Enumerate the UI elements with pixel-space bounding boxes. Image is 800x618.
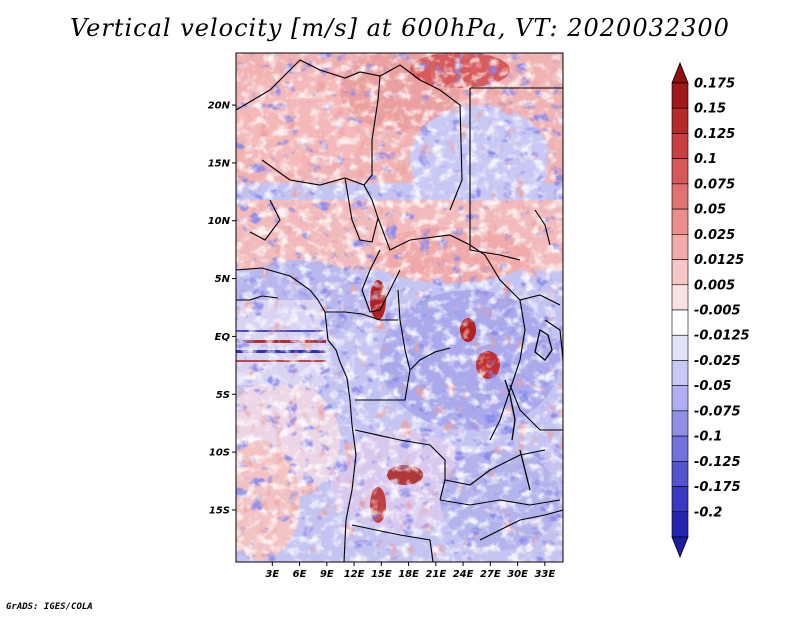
colorbar-swatch <box>671 208 689 235</box>
lat-tick-label: 15S <box>209 505 230 516</box>
colorbar-swatch <box>671 158 689 185</box>
velocity-field <box>236 53 563 562</box>
lat-tick-label: 20N <box>208 101 231 112</box>
lat-tick-label: 5N <box>215 274 231 285</box>
colorbar-swatch <box>671 486 689 513</box>
colorbar-swatch <box>671 511 689 538</box>
lon-tick-label: 9E <box>320 569 334 580</box>
colorbar-swatch <box>671 133 689 159</box>
colorbar-label: -0.0125 <box>694 329 750 344</box>
chart-title: Vertical velocity [m/s] at 600hPa, VT: 2… <box>70 14 730 42</box>
colorbar-swatch <box>671 435 689 462</box>
plot-frame <box>235 52 564 563</box>
colorbar-label: 0.025 <box>694 228 735 243</box>
colorbar-label: -0.125 <box>694 455 741 470</box>
colorbar-label: -0.2 <box>694 505 722 520</box>
lon-tick-label: 6E <box>293 569 307 580</box>
lat-tick-label: 5S <box>216 390 230 401</box>
lat-tick-label: 15N <box>208 158 231 169</box>
colorbar-swatch <box>671 107 689 134</box>
colorbar-label: -0.175 <box>694 480 741 495</box>
colorbar-label: -0.005 <box>694 304 741 319</box>
colorbar-bottom-arrow <box>671 536 689 559</box>
lake-outlines <box>504 328 553 491</box>
colorbar-label: 0.125 <box>694 127 735 142</box>
colorbar-swatch <box>671 82 689 109</box>
lon-tick-label: 12E <box>344 569 365 580</box>
lon-tick-label: 33E <box>534 569 555 580</box>
colorbar-swatch <box>671 234 689 260</box>
latitude-axis: 20N 15N 10N 5N EQ 5S 10S 15S <box>208 101 236 516</box>
colorbar-label: -0.025 <box>694 354 741 369</box>
colorbar-swatch <box>671 309 689 336</box>
colorbar-label: -0.05 <box>694 379 731 394</box>
colorbar-label: -0.1 <box>694 430 722 445</box>
longitude-axis: 3E 6E 9E 12E 15E 18E 21E 24E 27E 30E 33E <box>265 562 555 580</box>
colorbar-top-arrow <box>671 61 689 84</box>
lon-tick-label: 27E <box>480 569 501 580</box>
colorbar-swatch <box>671 410 689 437</box>
colorbar-label: 0.075 <box>694 177 735 192</box>
lon-tick-label: 30E <box>507 569 528 580</box>
colorbar-label: 0.15 <box>694 102 726 117</box>
colorbar-label: 0.05 <box>694 203 726 218</box>
colorbar-swatch <box>671 334 689 361</box>
grads-credit: GrADS: IGES/COLA <box>6 602 93 612</box>
colorbar-label: 0.0125 <box>694 253 744 268</box>
lat-tick-label: 10N <box>208 216 231 227</box>
colorbar-label: -0.075 <box>694 404 741 419</box>
colorbar-swatch <box>671 385 689 412</box>
lon-tick-label: 24E <box>453 569 474 580</box>
colorbar-label: 0.175 <box>694 77 735 92</box>
lon-tick-label: 15E <box>371 569 392 580</box>
colorbar-swatch <box>671 461 689 487</box>
colorbar-swatch <box>671 284 689 311</box>
lon-tick-label: 3E <box>265 569 279 580</box>
colorbar-swatch <box>671 360 689 386</box>
colorbar-label: 0.005 <box>694 278 735 293</box>
lat-tick-label: 10S <box>209 448 230 459</box>
colorbar: 0.175 0.15 0.125 0.1 0.075 0.05 0.025 0.0125 0.0… <box>671 61 750 559</box>
lat-tick-label: EQ <box>215 332 231 343</box>
country-borders <box>236 59 563 562</box>
lon-tick-label: 21E <box>425 569 446 580</box>
colorbar-label: 0.1 <box>694 152 717 167</box>
lon-tick-label: 18E <box>398 569 419 580</box>
colorbar-swatch <box>671 183 689 210</box>
colorbar-swatch <box>671 259 689 286</box>
